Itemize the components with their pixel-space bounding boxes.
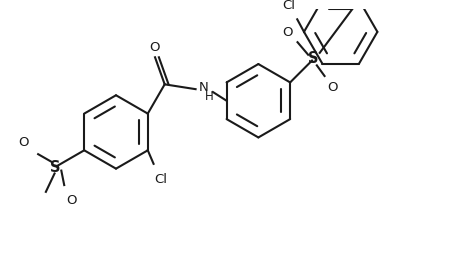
Text: O: O (149, 41, 159, 54)
Text: O: O (283, 26, 293, 39)
Text: Cl: Cl (282, 0, 295, 12)
Text: H: H (205, 90, 213, 103)
Text: Cl: Cl (154, 173, 167, 186)
Text: S: S (308, 51, 318, 66)
Text: S: S (50, 160, 61, 175)
Text: O: O (67, 194, 77, 207)
Text: O: O (327, 81, 338, 94)
Text: O: O (18, 136, 29, 149)
Text: N: N (198, 81, 208, 94)
